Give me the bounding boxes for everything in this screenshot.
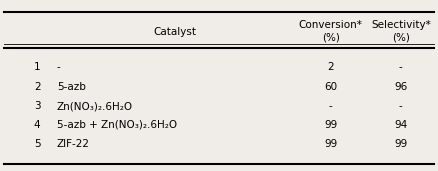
Text: Conversion*
(%): Conversion* (%)	[299, 21, 363, 43]
Text: -: -	[399, 101, 403, 111]
Text: 99: 99	[394, 139, 407, 149]
Text: 5-azb + Zn(NO₃)₂.6H₂O: 5-azb + Zn(NO₃)₂.6H₂O	[57, 120, 177, 130]
Text: 60: 60	[324, 82, 337, 92]
Text: -: -	[329, 101, 332, 111]
Text: 1: 1	[34, 62, 41, 72]
Text: 5-azb: 5-azb	[57, 82, 86, 92]
Text: 5: 5	[34, 139, 41, 149]
Text: 2: 2	[327, 62, 334, 72]
Text: -: -	[57, 62, 61, 72]
Text: 2: 2	[34, 82, 41, 92]
Text: -: -	[399, 62, 403, 72]
Text: 99: 99	[324, 120, 337, 130]
Text: Selectivity*
(%): Selectivity* (%)	[371, 21, 431, 43]
Text: 4: 4	[34, 120, 41, 130]
Text: 99: 99	[324, 139, 337, 149]
Text: 94: 94	[394, 120, 407, 130]
Text: Zn(NO₃)₂.6H₂O: Zn(NO₃)₂.6H₂O	[57, 101, 133, 111]
Text: ZIF-22: ZIF-22	[57, 139, 90, 149]
Text: 96: 96	[394, 82, 407, 92]
Text: 3: 3	[34, 101, 41, 111]
Text: Catalyst: Catalyst	[154, 27, 197, 37]
